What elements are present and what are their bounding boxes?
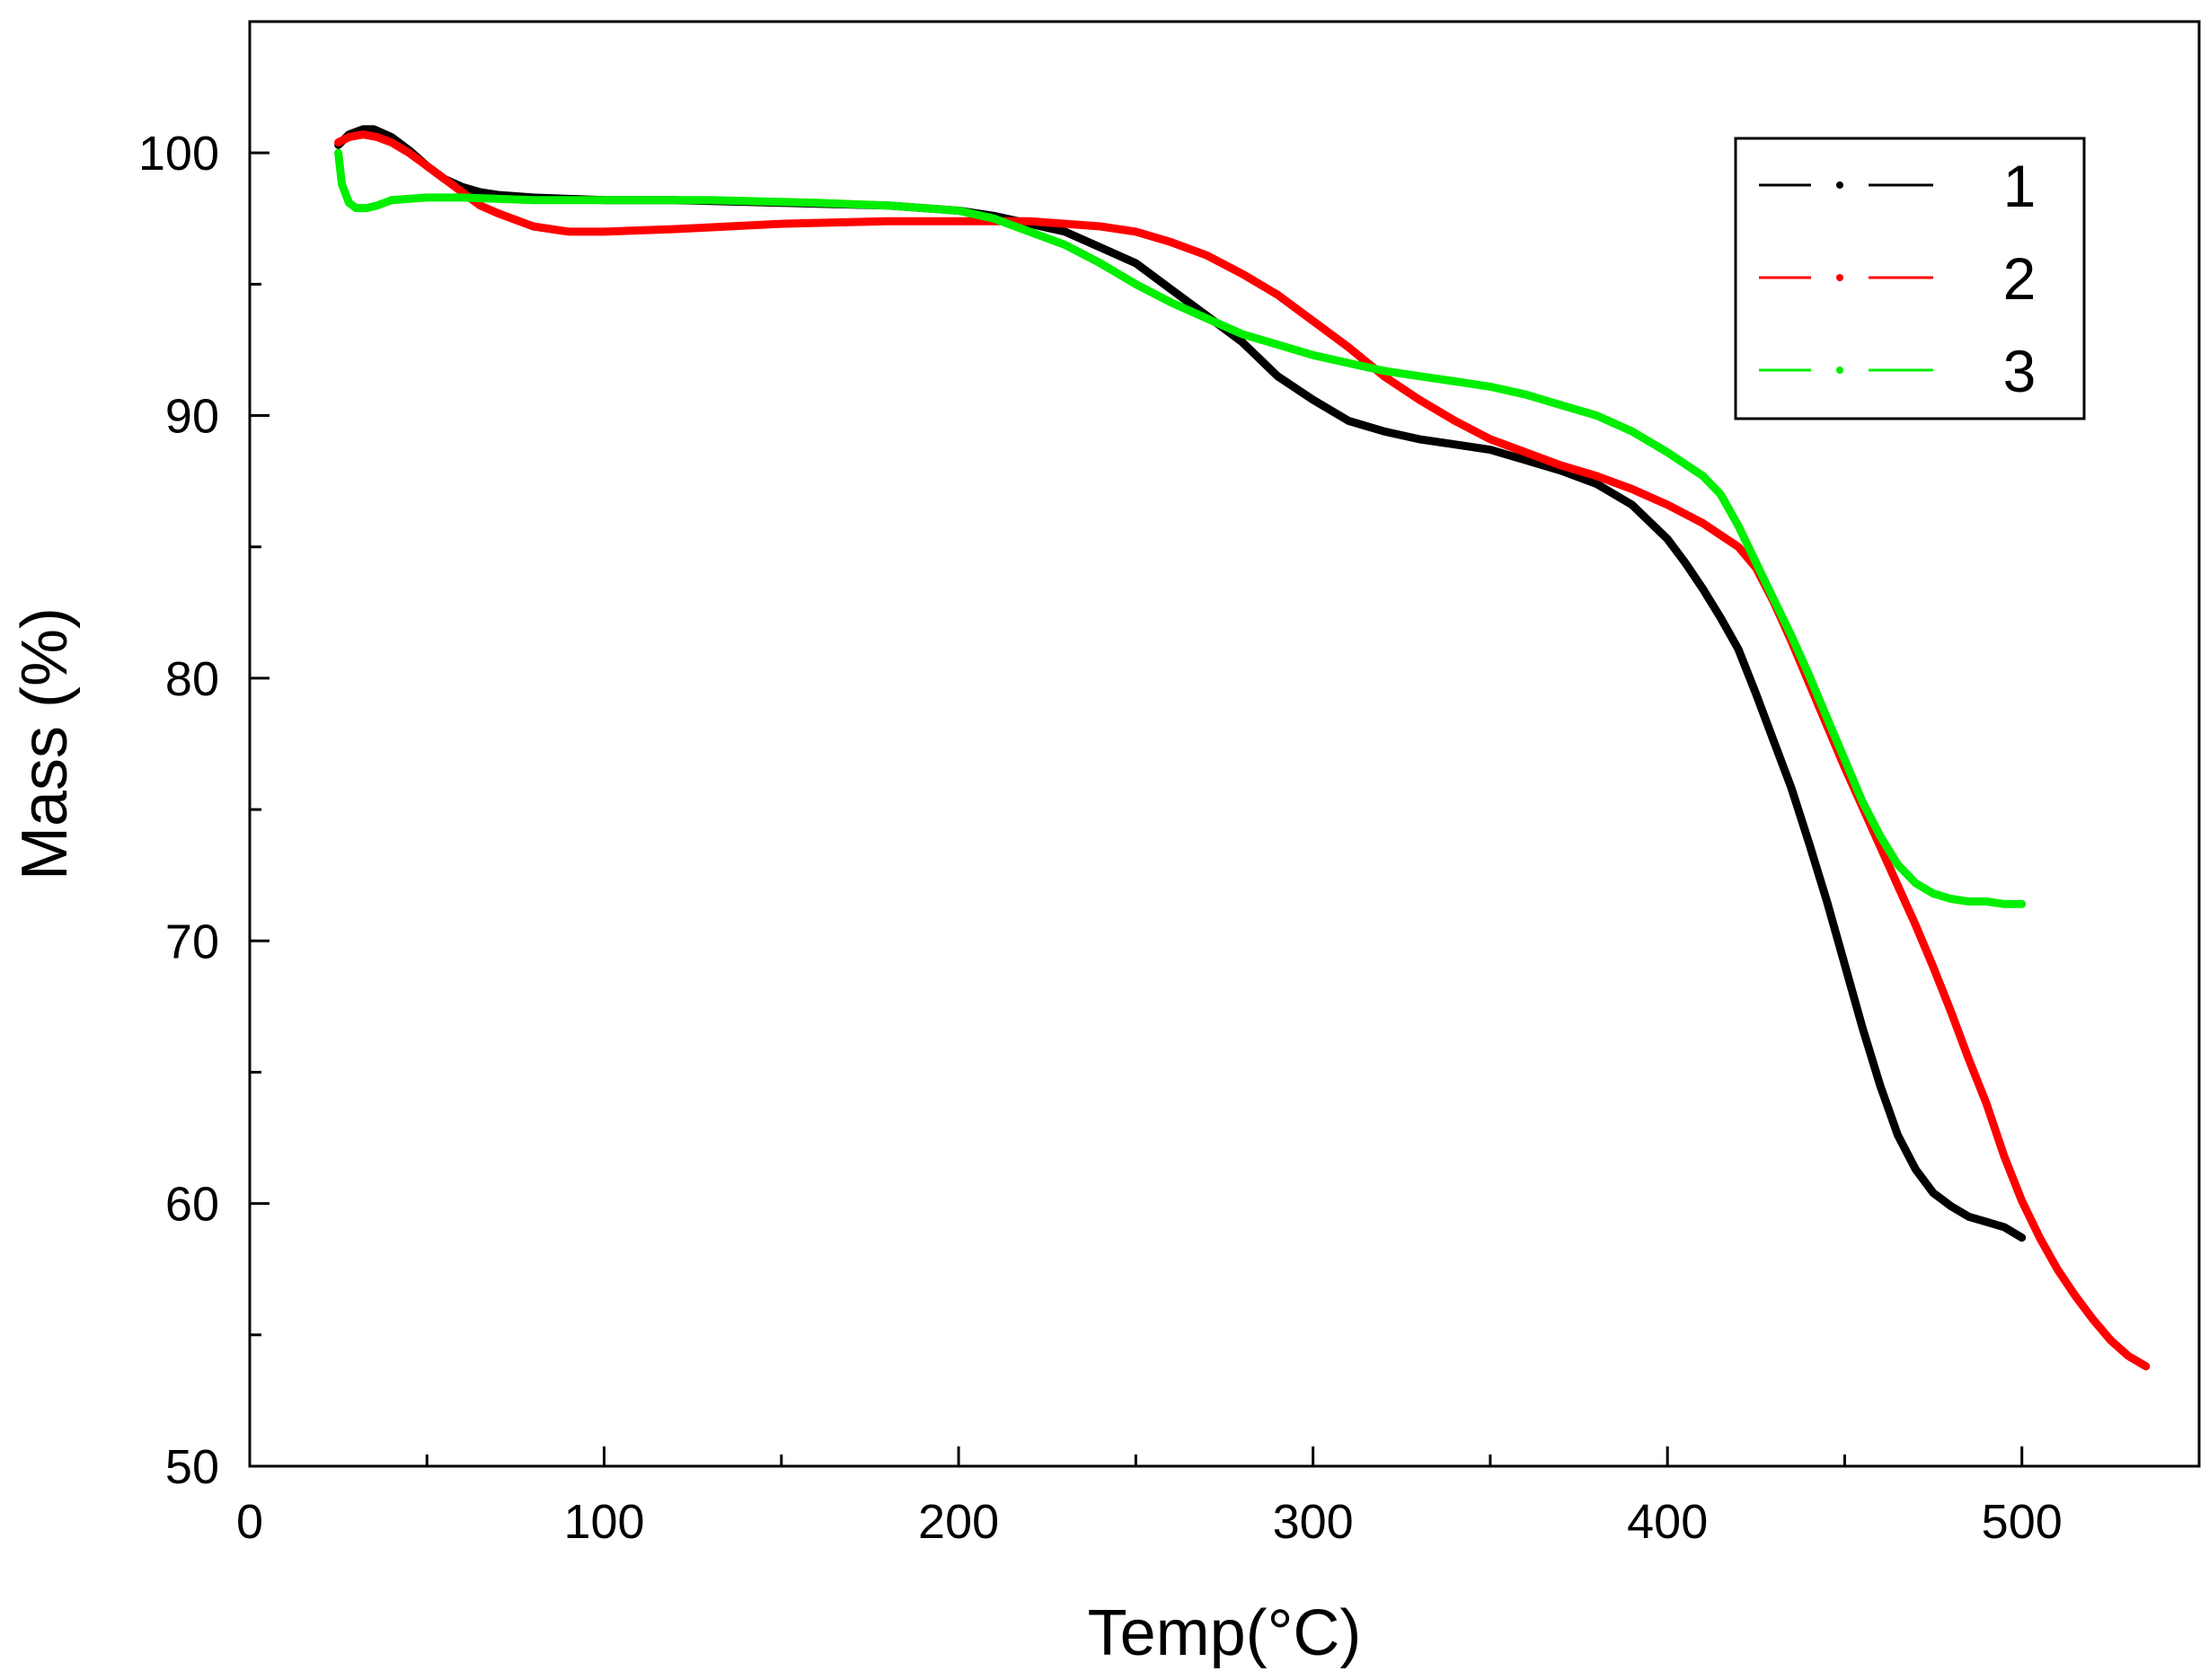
legend-label: 2	[2003, 245, 2037, 312]
y-tick-label: 50	[165, 1440, 219, 1494]
tick-labels: 0 100 200 300 400 500 50 60 70 80 90 100	[138, 127, 2063, 1549]
y-tick-label: 90	[165, 390, 219, 444]
y-tick-label: 100	[138, 127, 219, 181]
y-axis-label: Mass (%)	[9, 607, 81, 880]
legend-label: 3	[2003, 338, 2037, 404]
x-tick-label: 100	[563, 1495, 644, 1549]
plot-frame	[248, 20, 2201, 1468]
x-tick-label: 300	[1273, 1495, 1354, 1549]
y-tick-label: 80	[165, 652, 219, 706]
x-axis-label: Temp(°C)	[1088, 1597, 1362, 1669]
x-tick-label: 400	[1627, 1495, 1708, 1549]
x-tick-label: 0	[236, 1495, 263, 1549]
legend-swatch-dot	[1836, 367, 1843, 374]
legend: 1 2 3	[1734, 137, 2086, 420]
legend-swatch-dot	[1836, 274, 1843, 281]
legend-entries: 1 2 3	[1759, 153, 2036, 404]
series-line-3	[334, 148, 2027, 908]
legend-label: 1	[2003, 153, 2037, 219]
x-tick-label: 200	[918, 1495, 999, 1549]
legend-swatch-dot	[1836, 181, 1843, 189]
series-line-2	[334, 130, 2151, 1371]
x-tick-label: 500	[1982, 1495, 2063, 1549]
tick-marks	[248, 20, 2201, 1468]
series-lines	[334, 125, 2151, 1371]
y-tick-label: 60	[165, 1178, 219, 1232]
y-tick-label: 70	[165, 915, 219, 968]
series-line-1	[334, 125, 2027, 1242]
